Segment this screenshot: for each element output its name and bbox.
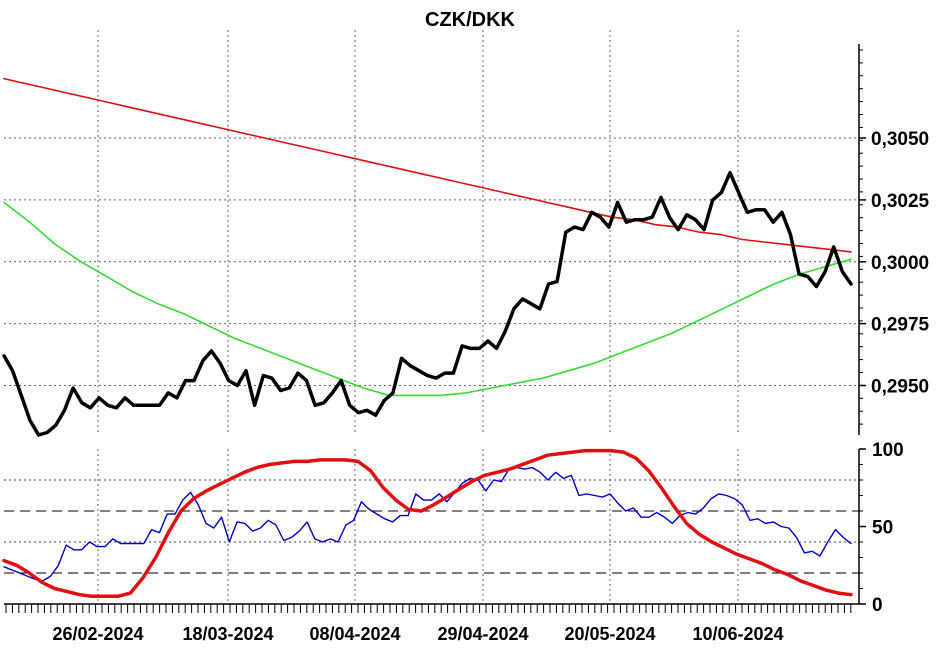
x-tick-label-6: 10/06-2024 [692,624,783,644]
main-y-tick-label-3: 0,3000 [871,253,929,274]
long-moving-average-line [3,77,852,253]
x-tick-label-2: 18/03-2024 [182,624,273,644]
close-price-line [2,170,853,437]
x-axis-minor-ticks [5,604,852,613]
x-tick-label-5: 20/05-2024 [564,624,655,644]
main-panel-y-ticks: 0,3050 0,3025 0,3000 0,2975 0,2950 [859,49,930,425]
indicator-y-tick-label-1: 100 [872,440,904,461]
chart-title: CZK/DKK [425,9,516,31]
indicator-panel-grid [4,449,859,604]
indicator-panel-y-ticks: 100 50 0 [859,440,904,616]
main-panel-series [2,77,853,437]
x-tick-label-3: 08/04-2024 [309,624,400,644]
indicator-y-tick-label-3: 0 [872,595,883,616]
main-y-tick-label-4: 0,2975 [871,315,930,336]
main-panel-grid [4,30,859,435]
oscillator-line [3,466,852,582]
x-tick-label-4: 29/04-2024 [437,624,528,644]
x-axis-labels: 26/02-2024 18/03-2024 08/04-2024 29/04-2024… [52,624,783,644]
x-tick-label-1: 26/02-2024 [52,624,143,644]
main-y-tick-label-5: 0,2950 [871,377,929,398]
main-y-tick-label-1: 0,3050 [871,129,929,150]
short-moving-average-line [3,201,852,397]
main-y-tick-label-2: 0,3025 [871,191,930,212]
oscillator-signal-line [2,448,853,599]
indicator-y-tick-label-2: 50 [872,518,893,539]
indicator-panel-series [2,448,853,599]
